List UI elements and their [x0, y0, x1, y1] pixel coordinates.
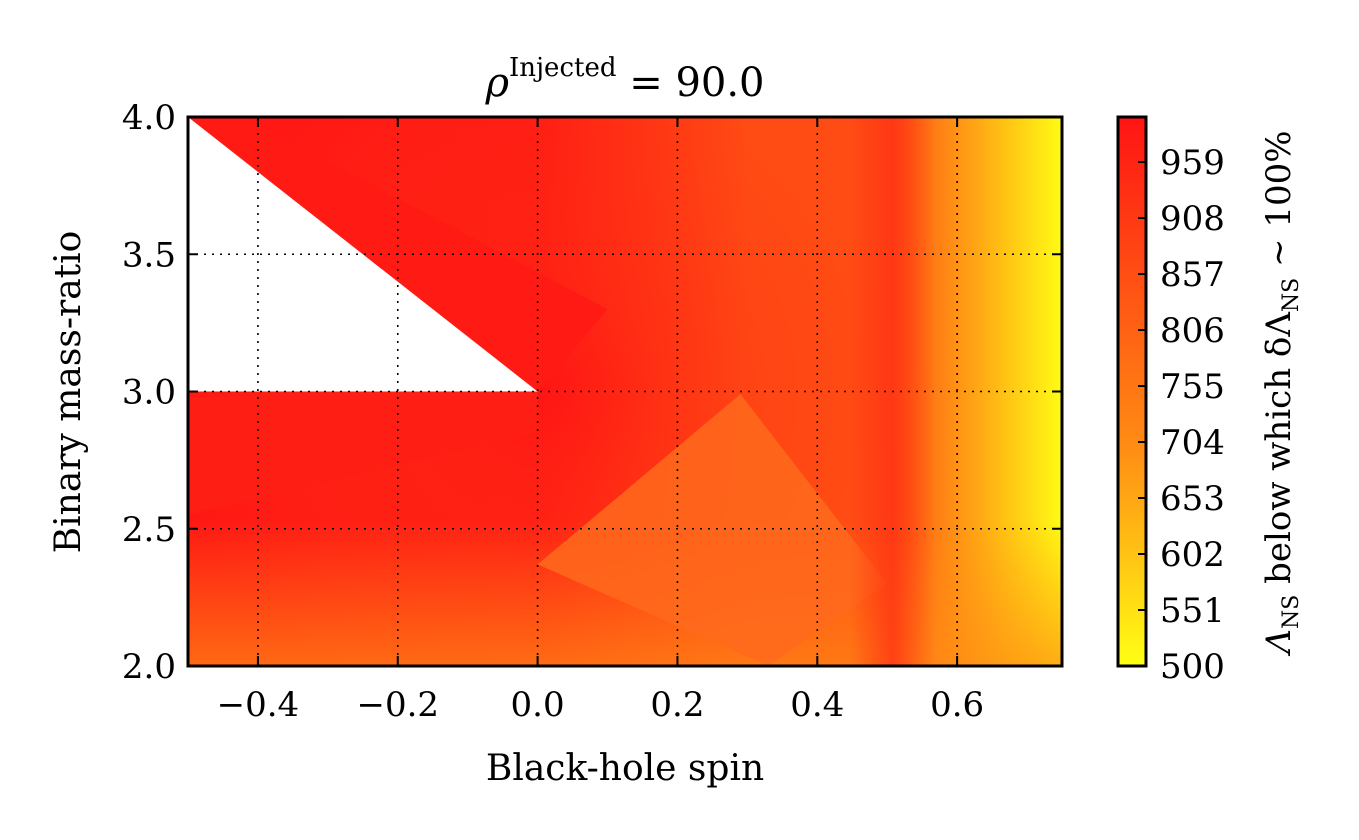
missing-data-region [188, 117, 538, 392]
grid [188, 117, 1062, 666]
y-tick-label: 2.0 [122, 647, 176, 687]
chart-title: ρInjected = 90.0 [484, 53, 764, 106]
colorbar-label-end: ∼ 100% [1259, 130, 1299, 277]
heatmap-diamond [537, 394, 888, 666]
colorbar-tick-label: 602 [1160, 535, 1225, 575]
colorbar-tick-label: 857 [1160, 255, 1225, 295]
colorbar-tick-label: 806 [1160, 311, 1225, 351]
y-tick-label: 4.0 [122, 98, 176, 138]
colorbar-tick-label: 653 [1160, 479, 1225, 519]
x-tick-label: −0.4 [217, 685, 300, 725]
title-superscript: Injected [509, 53, 617, 83]
colorbar-ticks: 500 551 602 653 704 755 806 857 908 959 [1138, 143, 1225, 687]
colorbar-tick-label: 959 [1160, 143, 1225, 183]
x-axis-label: Black-hole spin [486, 748, 764, 789]
colorbar-label-mid: below which δΛ [1259, 312, 1299, 595]
colorbar-tick-label: 908 [1160, 199, 1225, 239]
heatmap [188, 117, 1062, 666]
title-base: ρ [484, 60, 509, 106]
colorbar-label-sub2: NS [1279, 278, 1304, 312]
colorbar-label-lambda: Λ [1259, 629, 1299, 657]
y-tick-label: 3.0 [122, 373, 176, 413]
title-rest: = 90.0 [617, 60, 765, 106]
colorbar-fill [1118, 117, 1146, 666]
x-tick-label: 0.4 [790, 685, 844, 725]
colorbar-tick-label: 500 [1160, 647, 1225, 687]
x-tick-label: 0.0 [511, 685, 565, 725]
x-tick-label: −0.2 [356, 685, 439, 725]
colorbar-tick-label: 704 [1160, 423, 1225, 463]
y-tick-label: 2.5 [122, 510, 176, 550]
colorbar-tick-label: 551 [1160, 591, 1225, 631]
colorbar-frame [1116, 115, 1148, 668]
heatmap-left-red-region [188, 391, 538, 515]
y-tick-label: 3.5 [122, 235, 176, 275]
y-axis: 2.0 2.5 3.0 3.5 4.0 [122, 98, 1062, 687]
y-axis-label: Binary mass-ratio [48, 231, 89, 554]
colorbar-label-sub1: NS [1279, 595, 1304, 629]
x-tick-label: 0.6 [930, 685, 984, 725]
colorbar-label: ΛNS below which δΛNS ∼ 100% [1259, 130, 1304, 656]
x-axis: −0.4 −0.2 0.0 0.2 0.4 0.6 [217, 117, 984, 725]
colorbar-tick-label: 755 [1160, 367, 1225, 407]
x-tick-label: 0.2 [650, 685, 704, 725]
